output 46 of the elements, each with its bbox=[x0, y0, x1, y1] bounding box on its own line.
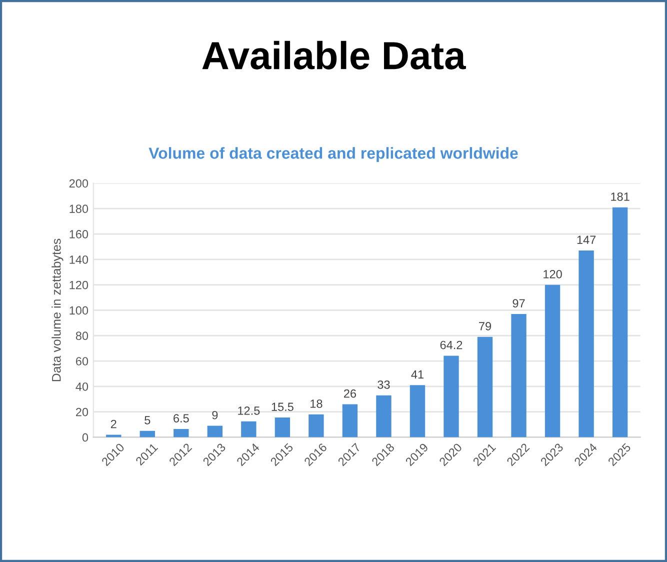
y-tick-label: 180 bbox=[70, 204, 88, 214]
y-tick-label: 20 bbox=[76, 408, 88, 416]
bar bbox=[274, 418, 290, 438]
y-tick-label: 120 bbox=[70, 280, 88, 290]
bar bbox=[410, 385, 426, 438]
data-label: 12.5 bbox=[238, 406, 260, 415]
bar bbox=[207, 426, 223, 438]
data-label: 9 bbox=[212, 410, 218, 420]
bar bbox=[477, 336, 493, 438]
bar bbox=[376, 395, 392, 438]
bar bbox=[140, 430, 155, 438]
data-label: 147 bbox=[577, 236, 596, 244]
bar bbox=[241, 421, 256, 438]
bar bbox=[106, 434, 122, 438]
y-tick-label: 60 bbox=[76, 357, 88, 366]
data-label: 33 bbox=[378, 380, 390, 389]
y-tick-label: 140 bbox=[70, 255, 88, 264]
bar bbox=[342, 404, 358, 438]
bar bbox=[174, 428, 189, 438]
y-tick-label: 100 bbox=[70, 306, 88, 315]
data-label: 6.5 bbox=[174, 414, 189, 422]
data-label: 26 bbox=[344, 389, 356, 398]
y-tick-label: 80 bbox=[76, 332, 88, 340]
bar bbox=[511, 314, 526, 438]
data-label: 15.5 bbox=[272, 402, 294, 412]
data-label: 18 bbox=[310, 400, 322, 408]
chart-subtitle: Volume of data created and replicated worldwide bbox=[148, 147, 518, 162]
y-tick-label: 0 bbox=[82, 433, 88, 442]
y-axis-title: Data volume in zettabytes bbox=[52, 238, 64, 382]
data-label: 2 bbox=[110, 420, 116, 428]
data-label: 181 bbox=[611, 192, 630, 201]
data-label: 79 bbox=[479, 322, 492, 330]
data-label: 41 bbox=[411, 370, 424, 379]
chart-title: Available Data bbox=[202, 40, 466, 70]
bar bbox=[308, 414, 324, 438]
data-label: 120 bbox=[544, 270, 562, 278]
bar bbox=[612, 207, 628, 438]
y-tick-label: 40 bbox=[76, 382, 88, 391]
data-label: 97 bbox=[512, 299, 525, 308]
data-label: 64.2 bbox=[440, 340, 462, 350]
y-tick-label: 160 bbox=[70, 230, 88, 238]
data-label: 5 bbox=[144, 416, 150, 424]
bar bbox=[444, 356, 459, 438]
y-tick-label: 200 bbox=[69, 179, 88, 188]
bar bbox=[578, 250, 594, 438]
bar bbox=[544, 284, 560, 438]
